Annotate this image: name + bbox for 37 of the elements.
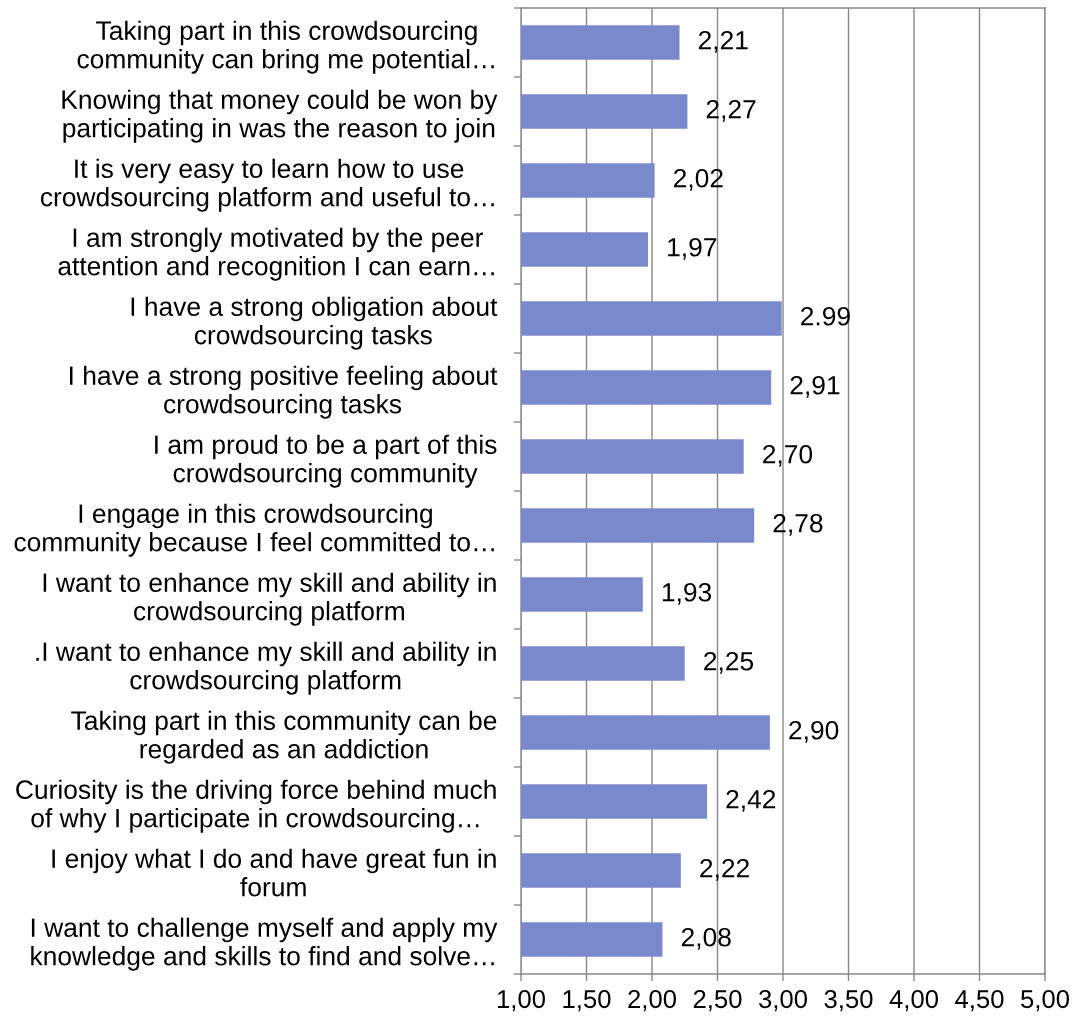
x-tick-label: 4,50 bbox=[955, 989, 1004, 1012]
data-label: 2,21 bbox=[698, 30, 748, 53]
x-tick-label: 1,50 bbox=[563, 989, 611, 1012]
y-tick-label: I engage in this crowdsourcing community because I feel committed to… bbox=[14, 503, 494, 557]
data-label: 2.99 bbox=[801, 306, 850, 326]
data-label: 2,91 bbox=[790, 375, 840, 398]
x-tick-label: 2,00 bbox=[628, 989, 676, 1012]
y-tick-label: I have a strong positive feeling about crowdsourcing tasks bbox=[70, 365, 498, 419]
x-tick-label: 4,00 bbox=[889, 989, 938, 1012]
y-tick-label: Taking part in this crowdsourcing community can bring me potential… bbox=[77, 20, 494, 74]
y-tick-label: Knowing that money could be won by participating in was the reason to join bbox=[62, 89, 498, 143]
data-label: 2,22 bbox=[700, 858, 749, 881]
data-label: 2,78 bbox=[773, 513, 823, 536]
y-tick-label: I am strongly motivated by the peer attention and recognition I can earn… bbox=[58, 227, 494, 281]
data-label: 2,27 bbox=[706, 99, 756, 122]
y-tick-label: It is very easy to learn how to use crowdsourcing platform and useful to… bbox=[40, 158, 494, 212]
y-tick-label: .I want to enhance my skill and ability in crowdsourcing platform bbox=[36, 641, 496, 695]
data-label: 2,90 bbox=[789, 720, 839, 743]
data-label: 2,25 bbox=[704, 651, 754, 674]
x-tick-label: 5,00 bbox=[1021, 989, 1069, 1012]
x-tick-label: 2,50 bbox=[693, 989, 742, 1012]
x-tick-label: 3,00 bbox=[758, 989, 807, 1012]
data-label: 1,93 bbox=[662, 582, 712, 605]
y-tick-label: I want to enhance my skill and ability in crowdsourcing platform bbox=[43, 572, 496, 626]
y-tick-label: I want to challenge myself and apply my knowledge and skills to find and solve… bbox=[31, 917, 498, 971]
y-tick-label: I enjoy what I do and have great fun in forum bbox=[52, 848, 496, 897]
data-label: 1,97 bbox=[668, 237, 717, 260]
data-label: 2,42 bbox=[726, 789, 776, 812]
y-tick-label: I have a strong obligation about crowdsourcing tasks bbox=[131, 296, 498, 350]
x-tick-label: 3,50 bbox=[824, 989, 873, 1012]
data-label: 2,70 bbox=[763, 444, 813, 467]
y-tick-label: I am proud to be a part of this crowdsourcing community bbox=[155, 434, 497, 488]
data-label: 2,02 bbox=[674, 168, 723, 191]
y-tick-label: Curiosity is the driving force behind much of why I participate in crowdsourcing… bbox=[16, 779, 496, 833]
y-tick-label: Taking part in this community can be regarded as an addiction bbox=[71, 710, 497, 764]
x-tick-label: 1,00 bbox=[497, 989, 545, 1012]
data-label: 2,08 bbox=[681, 927, 731, 950]
